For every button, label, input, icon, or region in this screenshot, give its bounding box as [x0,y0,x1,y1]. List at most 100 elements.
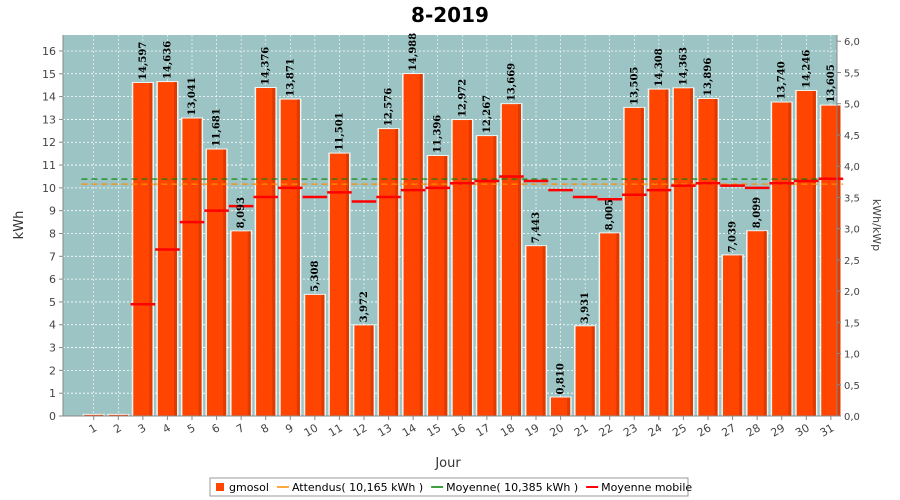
y-tick-label: 2 [49,364,56,377]
x-tick-label: 12 [351,421,370,439]
y-tick-label: 8 [49,227,56,240]
bar-shade [567,397,571,416]
x-tick-label: 26 [695,421,714,439]
bar-shade [788,102,792,416]
legend-box [209,477,689,497]
bar [550,397,571,416]
legend-entry: Attendus( 10,165 kWh ) [292,481,423,494]
x-tick-label: 16 [449,421,468,439]
bar-shade [739,255,743,416]
y-tick-label: 11 [42,159,56,172]
x-tick-label: 14 [400,421,419,439]
data-label: 14,636 [162,41,173,79]
x-tick-label: 11 [326,421,345,439]
x-tick-label: 25 [670,421,689,439]
bar-shade [542,246,546,416]
x-tick-label: 21 [572,421,591,439]
legend: gmosol Attendus( 10,165 kWh ) Moyenne( 10,… [209,477,692,497]
bar [772,102,792,416]
bar [329,153,350,416]
bar [649,89,669,417]
y-tick-label: 10 [42,182,56,195]
y-tick-label: 1 [49,387,56,400]
bar-shade [346,153,350,416]
bar [477,136,497,416]
y2-tick-label: 1,5 [844,318,860,329]
x-tick-label: 27 [719,421,738,439]
bar-shade [616,233,620,416]
bar [821,105,841,417]
plot-background [63,35,837,416]
data-label: 11,396 [433,115,444,153]
bar-shade [665,89,669,417]
x-tick-label: 10 [302,421,321,439]
bar [624,107,644,417]
bar [84,414,104,416]
bar-shade [444,156,448,416]
x-tick-label: 23 [621,421,640,439]
data-label: 13,669 [506,63,517,101]
data-label: 7,443 [531,212,542,243]
data-label: 14,376 [261,47,272,85]
bar [182,118,202,416]
data-label: 14,597 [138,42,149,80]
data-label: 8,099 [752,197,763,228]
data-label: 0,810 [556,363,567,394]
y-tick-label: 9 [49,205,56,218]
y2-tick-label: 4,5 [844,131,860,142]
y2-tick-label: 3,0 [844,225,860,236]
bar-shade [124,414,128,416]
y2-tick-label: 0,0 [844,412,860,423]
bar [722,255,743,416]
legend-entry: Moyenne mobile [601,481,692,494]
bar [206,149,227,417]
data-label: 3,972 [359,291,370,322]
x-tick-label: 24 [646,421,665,439]
chart-title: 8-2019 [411,3,489,27]
y-axis-label: kWh [12,211,27,240]
bar [378,129,399,416]
y2-tick-label: 0,5 [844,381,860,392]
bar [698,98,718,416]
bar [501,104,522,416]
x-tick-label: 19 [523,421,542,439]
y2-tick-label: 2,0 [844,287,860,298]
y-tick-label: 0 [49,410,56,423]
y-tick-label: 15 [42,68,56,81]
y2-tick-label: 5,5 [844,68,860,79]
data-label: 14,988 [408,33,419,71]
data-label: 12,267 [482,95,493,133]
bar [354,325,374,416]
data-label: 13,740 [777,61,788,99]
legend-entry: gmosol [229,481,269,494]
bar-shade [370,325,374,416]
y-tick-label: 16 [42,45,56,58]
x-tick-label: 18 [498,421,517,439]
y2-tick-label: 4,0 [844,162,860,173]
bar-shade [395,129,399,416]
bar-shade [763,231,767,416]
bar [428,156,448,416]
data-label: 5,308 [310,261,321,292]
bar-shade [272,88,276,416]
data-label: 14,246 [801,50,812,88]
data-label: 13,896 [703,58,714,96]
bar [796,90,816,417]
y-tick-label: 12 [42,136,56,149]
x-tick-label: 15 [425,421,444,439]
bar-shade [640,107,644,417]
x-tick-label: 22 [597,421,616,439]
data-label: 13,871 [285,58,296,96]
y2-tick-label: 3,5 [844,193,860,204]
y2-tick-label: 5,0 [844,100,860,111]
x-tick-label: 13 [375,421,394,439]
bar [256,88,276,416]
x-tick-label: 31 [818,421,837,439]
legend-swatch [216,483,224,491]
bar [403,74,423,417]
y2-axis-label: kWh/kWp [870,199,883,251]
x-tick-label: 29 [769,421,788,439]
bar [575,326,595,416]
